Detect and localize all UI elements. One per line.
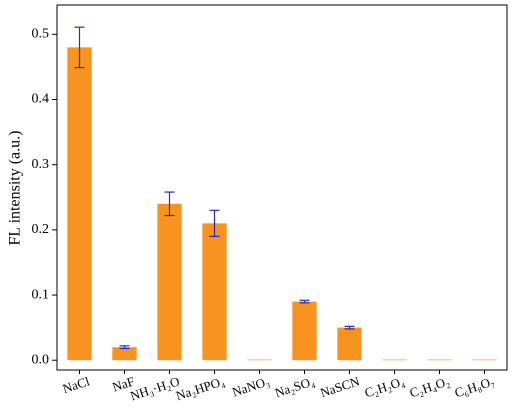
y-tick-label: 0.2	[32, 222, 50, 237]
plot-frame	[56, 4, 508, 371]
bar	[292, 301, 317, 361]
bar	[472, 359, 497, 361]
bar	[202, 223, 227, 361]
y-tick-label: 0.5	[32, 27, 50, 42]
bar	[247, 359, 272, 361]
x-tick-label: C₂H₂O₄	[363, 373, 407, 400]
x-tick-label: NaF	[110, 373, 136, 394]
x-tick-label: NaNO₃	[230, 373, 271, 399]
x-tick-label: NaCl	[61, 373, 92, 396]
bar	[337, 327, 362, 361]
bar	[157, 203, 182, 361]
y-axis-label: FL intensity (a.u.)	[7, 131, 24, 246]
x-tick-label: Na₂SO₄	[273, 373, 317, 400]
y-tick-label: 0.0	[32, 352, 50, 367]
x-tick-label: C₆H₈O₇	[453, 373, 497, 400]
bar	[427, 359, 452, 361]
bar	[67, 47, 92, 361]
x-tick-label: Na₂HPO₄	[174, 373, 227, 403]
y-tick-label: 0.3	[32, 157, 50, 172]
bar	[112, 347, 137, 361]
x-tick-label: C₂H₄O₂	[408, 373, 452, 400]
y-tick-label: 0.1	[32, 287, 50, 302]
bar	[382, 359, 407, 361]
y-tick-label: 0.4	[32, 92, 50, 107]
x-tick-label: NaSCN	[318, 373, 362, 400]
